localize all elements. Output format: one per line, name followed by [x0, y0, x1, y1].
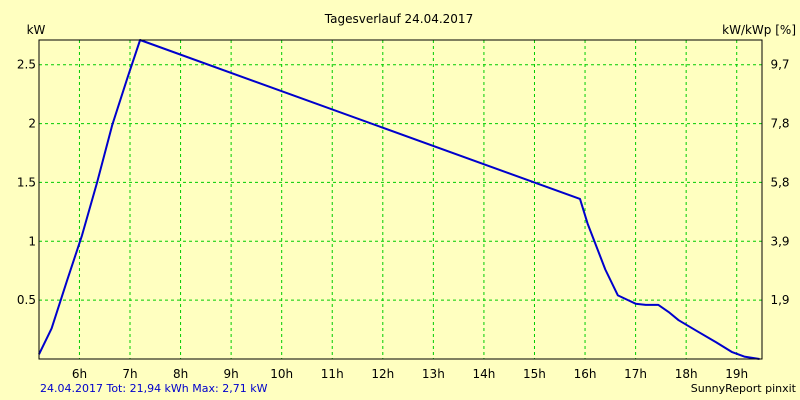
- y2-tick-label: 3,9: [770, 234, 789, 248]
- footer-summary: 24.04.2017 Tot: 21,94 kWh Max: 2,71 kW: [40, 382, 268, 395]
- y-tick-label: 1: [28, 234, 36, 248]
- y2-tick-label: 9,7: [770, 58, 789, 72]
- x-tick-label: 13h: [422, 367, 445, 381]
- tick-labels: 6h 7h 8h 9h 10h 11h 12h 13h 14h 15h 16h 17h 18h 19h 0.…: [17, 58, 790, 381]
- x-tick-label: 15h: [523, 367, 546, 381]
- y2-tick-label: 1,9: [770, 293, 789, 307]
- footer-credit: SunnyReport pinxit: [691, 382, 797, 395]
- series-line: [38, 39, 760, 360]
- x-tick-label: 11h: [321, 367, 344, 381]
- x-tick-label: 9h: [224, 367, 239, 381]
- x-tick-label: 6h: [72, 367, 87, 381]
- x-tick-label: 17h: [624, 367, 647, 381]
- y-tick-label: 1.5: [17, 175, 36, 189]
- y-axis-label: kW: [27, 23, 46, 37]
- grid: [39, 40, 762, 359]
- x-tick-label: 14h: [472, 367, 495, 381]
- y-tick-label: 2: [28, 117, 36, 131]
- x-tick-label: 19h: [725, 367, 748, 381]
- chart-title: Tagesverlauf 24.04.2017: [324, 12, 473, 26]
- x-tick-label: 16h: [574, 367, 597, 381]
- x-tick-label: 18h: [675, 367, 698, 381]
- y-tick-label: 0.5: [17, 293, 36, 307]
- y-tick-label: 2.5: [17, 58, 36, 72]
- x-tick-label: 7h: [122, 367, 137, 381]
- x-tick-label: 8h: [173, 367, 188, 381]
- plot-frame: [38, 39, 763, 360]
- y2-axis-label: kW/kWp [%]: [722, 23, 796, 37]
- y2-tick-label: 7,8: [770, 117, 789, 131]
- y2-tick-label: 5,8: [770, 175, 789, 189]
- series: [38, 39, 760, 360]
- x-tick-label: 12h: [371, 367, 394, 381]
- x-tick-label: 10h: [270, 367, 293, 381]
